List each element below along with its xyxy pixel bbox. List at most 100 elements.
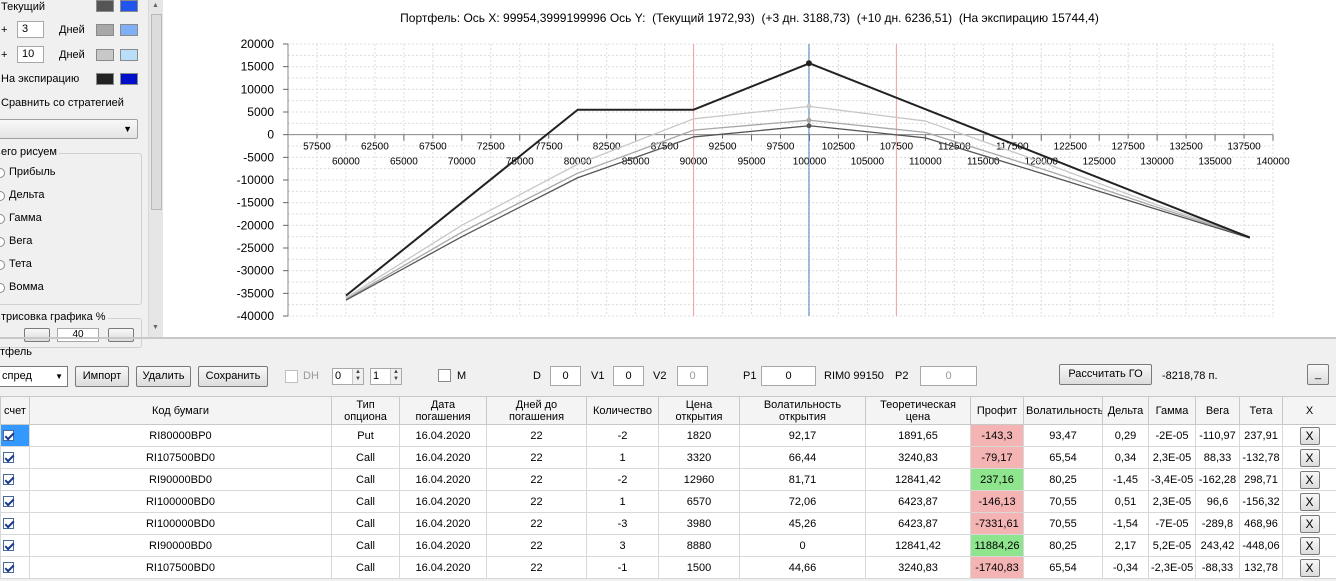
column-header[interactable]: Дельта: [1102, 396, 1149, 425]
column-header[interactable]: Тип опциона: [331, 396, 400, 425]
column-header[interactable]: Гамма: [1148, 396, 1196, 425]
row-checkbox[interactable]: [3, 562, 14, 574]
expiry-alt-color-swatch[interactable]: [120, 73, 138, 85]
x-tick-label: 135000: [1198, 157, 1232, 168]
column-header[interactable]: Профит: [970, 396, 1024, 425]
row-checkbox[interactable]: [3, 474, 14, 486]
row-checkbox[interactable]: [3, 540, 14, 552]
chart-settings-panel: Текущий + 3 Дней + 10 Дней На экспирацию…: [0, 0, 163, 348]
cell-vega: -88,33: [1195, 556, 1240, 579]
delete-button[interactable]: Удалить: [136, 366, 191, 387]
expiry-label: На экспирацию: [1, 73, 80, 85]
d-input[interactable]: 0: [550, 366, 581, 386]
column-header[interactable]: счет: [0, 396, 30, 425]
dh-checkbox[interactable]: [285, 370, 298, 383]
expiry-color-swatch[interactable]: [96, 73, 114, 85]
table-row[interactable]: RI100000BD0 Call 16.04.2020 22 -3 3980 45,26 64…: [0, 512, 1336, 535]
strategy-select[interactable]: спред ▼: [0, 366, 68, 387]
p2-input[interactable]: 0: [920, 366, 977, 386]
column-header[interactable]: Код бумаги: [29, 396, 332, 425]
plus2-alt-color-swatch[interactable]: [120, 49, 138, 61]
row-checkbox[interactable]: [3, 430, 14, 442]
row-checkbox-cell[interactable]: [0, 424, 30, 447]
column-header[interactable]: Волатильность открытия: [739, 396, 866, 425]
row-checkbox[interactable]: [3, 452, 14, 464]
table-header-row: счет Код бумаги Тип опциона Дата погашения Д…: [0, 396, 1336, 425]
column-header[interactable]: Дата погашения: [399, 396, 487, 425]
payoff-chart[interactable]: 20000 15000 10000 5000 0 -5000 -10000 -15000 -20…: [163, 0, 1336, 337]
splitter[interactable]: [0, 337, 1336, 339]
import-button[interactable]: Импорт: [75, 366, 129, 387]
cell-theta: 298,71: [1239, 468, 1283, 491]
remove-row-button[interactable]: X: [1299, 426, 1320, 445]
current-color-swatch[interactable]: [96, 0, 114, 12]
plus1-color-swatch[interactable]: [96, 24, 114, 36]
column-header[interactable]: Теоретическая цена: [865, 396, 971, 425]
y-tick-label: -35000: [237, 286, 275, 300]
row-checkbox-cell[interactable]: [0, 490, 30, 513]
row-checkbox[interactable]: [3, 496, 14, 508]
remove-row-button[interactable]: X: [1299, 470, 1320, 489]
column-header[interactable]: Тета: [1239, 396, 1283, 425]
v2-input[interactable]: 0: [677, 366, 708, 386]
row-checkbox-cell[interactable]: [0, 556, 30, 579]
remove-row-button[interactable]: X: [1299, 536, 1320, 555]
cursor-point: [805, 60, 812, 67]
column-header[interactable]: Дней до погашения: [486, 396, 587, 425]
row-checkbox-cell[interactable]: [0, 468, 30, 491]
current-alt-color-swatch[interactable]: [120, 0, 138, 12]
spin1-input[interactable]: 0 ▲ ▼: [332, 368, 364, 385]
table-row[interactable]: RI90000BD0 Call 16.04.2020 22 3 8880 0 12841,42…: [0, 534, 1336, 557]
draw-percent-increase-button[interactable]: [108, 328, 134, 342]
save-button[interactable]: Сохранить: [198, 366, 268, 387]
cell-days: 22: [486, 446, 587, 469]
cell-theo: 6423,87: [865, 490, 971, 513]
cell-vol: 80,25: [1023, 468, 1103, 491]
series-line: [345, 62, 1251, 297]
table-row[interactable]: RI90000BD0 Call 16.04.2020 22 -2 12960 81,71 12…: [0, 468, 1336, 491]
table-row[interactable]: RI80000BP0 Put 16.04.2020 22 -2 1820 92,17 1891…: [0, 424, 1336, 447]
plus2-color-swatch[interactable]: [96, 49, 114, 61]
remove-row-button[interactable]: X: [1299, 514, 1320, 533]
remove-row-button[interactable]: X: [1299, 448, 1320, 467]
remove-row-button[interactable]: X: [1299, 492, 1320, 511]
sidebar-scrollbar[interactable]: ▲ ▼: [148, 0, 163, 337]
table-row[interactable]: RI100000BD0 Call 16.04.2020 22 1 6570 72,06 642…: [0, 490, 1336, 513]
p1-input[interactable]: 0: [761, 366, 816, 386]
row-checkbox[interactable]: [3, 518, 14, 530]
minimize-button[interactable]: _: [1307, 364, 1329, 385]
plus1-alt-color-swatch[interactable]: [120, 24, 138, 36]
margin-value: -8218,78 п.: [1162, 370, 1218, 382]
spin2-input[interactable]: 1 ▲ ▼: [370, 368, 402, 385]
draw-percent-decrease-button[interactable]: [24, 328, 50, 342]
column-header[interactable]: Волатильность: [1023, 396, 1103, 425]
cell-profit: -143,3: [970, 424, 1024, 447]
compare-strategy-select[interactable]: ▼: [0, 119, 138, 139]
cell-delta: -1,45: [1102, 468, 1149, 491]
spin-arrows-icon[interactable]: ▲ ▼: [352, 369, 363, 384]
column-header[interactable]: Количество: [586, 396, 659, 425]
remove-row-button[interactable]: X: [1299, 558, 1320, 577]
plus1-days-input[interactable]: 3: [17, 21, 44, 38]
x-tick-label: 127500: [1111, 142, 1145, 153]
column-header[interactable]: X: [1282, 396, 1336, 425]
plus2-days-input[interactable]: 10: [17, 46, 44, 63]
sidebar-scrollbar-thumb[interactable]: [151, 14, 162, 210]
row-checkbox-cell[interactable]: [0, 534, 30, 557]
row-checkbox-cell[interactable]: [0, 512, 30, 535]
column-header[interactable]: Вега: [1195, 396, 1240, 425]
v1-input[interactable]: 0: [613, 366, 644, 386]
scroll-down-icon[interactable]: ▼: [152, 324, 159, 331]
draw-percent-input[interactable]: 40: [57, 328, 99, 342]
table-row[interactable]: RI107500BD0 Call 16.04.2020 22 -1 1500 44,66 32…: [0, 556, 1336, 579]
spin-arrows-icon[interactable]: ▲ ▼: [390, 369, 401, 384]
column-header[interactable]: Цена открытия: [658, 396, 740, 425]
table-row[interactable]: RI107500BD0 Call 16.04.2020 22 1 3320 66,44 324…: [0, 446, 1336, 469]
calculate-margin-button[interactable]: Рассчитать ГО: [1059, 364, 1152, 385]
scroll-up-icon[interactable]: ▲: [152, 2, 159, 9]
m-checkbox[interactable]: [438, 369, 451, 382]
y-tick-label: -10000: [237, 173, 275, 187]
x-tick-label: 125000: [1082, 157, 1116, 168]
row-checkbox-cell[interactable]: [0, 446, 30, 469]
x-tick-label: 115000: [967, 157, 1000, 168]
